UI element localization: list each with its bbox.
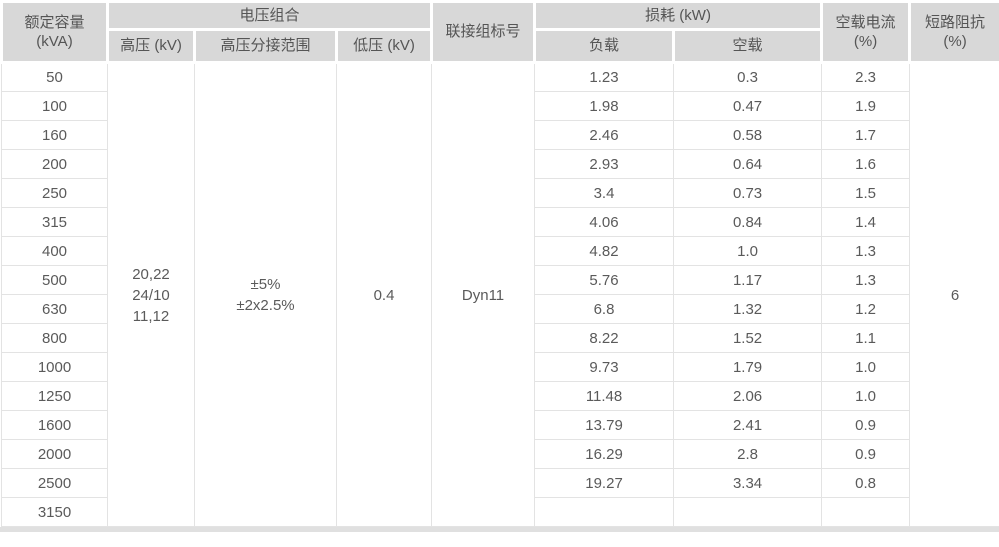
header-loss: 损耗 (kW): [533, 0, 824, 31]
table-body: 50 20,22 24/10 11,12 ±5% ±2x2.5% 0.4 Dyn11 1.…: [1, 62, 999, 527]
table-row: 500 5.76 1.17 1.3: [1, 265, 999, 295]
cell-no-load-current: 0.9: [821, 439, 911, 469]
cell-no-load-loss: 0.58: [673, 120, 823, 150]
cell-no-load-loss: 2.06: [673, 381, 823, 411]
header-low-voltage: 低压 (kV): [334, 28, 434, 64]
table-bottom-divider: [0, 527, 999, 532]
cell-no-load-loss: 0.47: [673, 91, 823, 121]
header-connection-group: 联接组标号: [430, 0, 537, 64]
table-row: 250 3.4 0.73 1.5: [1, 178, 999, 208]
cell-no-load-loss: 0.73: [673, 178, 823, 208]
header-high-voltage: 高压 (kV): [106, 28, 196, 64]
table-row: 630 6.8 1.32 1.2: [1, 294, 999, 324]
cell-no-load-loss: 1.79: [673, 352, 823, 382]
header-load-loss: 负载: [533, 28, 676, 64]
cell-load-loss: 9.73: [534, 352, 675, 382]
cell-rated-capacity: 250: [1, 178, 108, 208]
cell-no-load-current: [821, 497, 911, 527]
header-tap-range: 高压分接范围: [193, 28, 338, 64]
cell-no-load-current: 1.3: [821, 236, 911, 266]
table-row: 200 2.93 0.64 1.6: [1, 149, 999, 179]
cell-merged-tap-range: ±5% ±2x2.5%: [194, 62, 337, 527]
cell-no-load-current: 0.9: [821, 410, 911, 440]
cell-load-loss: 13.79: [534, 410, 675, 440]
cell-load-loss: 1.98: [534, 91, 675, 121]
table-row: 50 20,22 24/10 11,12 ±5% ±2x2.5% 0.4 Dyn11 1.…: [1, 62, 999, 527]
cell-rated-capacity: 315: [1, 207, 108, 237]
cell-rated-capacity: 1250: [1, 381, 108, 411]
cell-no-load-current: 1.4: [821, 207, 911, 237]
table-row: 2500 19.27 3.34 0.8: [1, 468, 999, 498]
cell-rated-capacity: 1000: [1, 352, 108, 382]
cell-load-loss: 2.46: [534, 120, 675, 150]
cell-no-load-loss: [673, 497, 823, 527]
cell-merged-low-voltage: 0.4: [335, 62, 433, 527]
cell-load-loss: 16.29: [534, 439, 675, 469]
cell-no-load-loss: 0.64: [673, 149, 823, 179]
cell-no-load-current: 1.2: [821, 294, 911, 324]
cell-merged-connection-group: Dyn11: [431, 62, 536, 527]
cell-no-load-current: 1.0: [821, 381, 911, 411]
cell-no-load-loss: 1.17: [673, 265, 823, 295]
cell-rated-capacity: 3150: [1, 497, 108, 527]
table-row: 400 4.82 1.0 1.3: [1, 236, 999, 266]
cell-load-loss: 4.82: [534, 236, 675, 266]
table-row: 3150: [1, 497, 999, 527]
table-row: 315 4.06 0.84 1.4: [1, 207, 999, 237]
cell-merged-short-circuit-impedance: 6: [909, 62, 999, 527]
cell-merged-high-voltage: 20,22 24/10 11,12: [107, 62, 195, 527]
cell-no-load-current: 1.9: [821, 91, 911, 121]
cell-no-load-loss: 1.52: [673, 323, 823, 353]
cell-no-load-loss: 2.41: [673, 410, 823, 440]
cell-rated-capacity: 630: [1, 294, 108, 324]
cell-load-loss: 19.27: [534, 468, 675, 498]
cell-rated-capacity: 200: [1, 149, 108, 179]
cell-no-load-current: 0.8: [821, 468, 911, 498]
table-row: 1250 11.48 2.06 1.0: [1, 381, 999, 411]
cell-rated-capacity: 2500: [1, 468, 108, 498]
cell-load-loss: 11.48: [534, 381, 675, 411]
header-rated-capacity: 额定容量 (kVA): [0, 0, 109, 64]
cell-load-loss: 8.22: [534, 323, 675, 353]
header-voltage-combination: 电压组合: [105, 0, 434, 31]
cell-load-loss: 1.23: [534, 62, 675, 92]
cell-rated-capacity: 800: [1, 323, 108, 353]
cell-load-loss: 4.06: [534, 207, 675, 237]
cell-load-loss: 5.76: [534, 265, 675, 295]
header-no-load-loss: 空载: [672, 28, 824, 64]
cell-no-load-loss: 1.32: [673, 294, 823, 324]
table-row: 100 1.98 0.47 1.9: [1, 91, 999, 121]
cell-no-load-current: 1.3: [821, 265, 911, 295]
table-row: 2000 16.29 2.8 0.9: [1, 439, 999, 469]
cell-load-loss: 6.8: [534, 294, 675, 324]
cell-rated-capacity: 1600: [1, 410, 108, 440]
cell-no-load-loss: 0.84: [673, 207, 823, 237]
cell-rated-capacity: 50: [1, 62, 108, 92]
table-row: 1600 13.79 2.41 0.9: [1, 410, 999, 440]
cell-load-loss: 2.93: [534, 149, 675, 179]
transformer-spec-table: 额定容量 (kVA) 电压组合 联接组标号 损耗 (kW) 空载电流 (%) 短…: [0, 0, 999, 527]
cell-rated-capacity: 500: [1, 265, 108, 295]
cell-no-load-loss: 2.8: [673, 439, 823, 469]
cell-rated-capacity: 400: [1, 236, 108, 266]
cell-no-load-current: 1.1: [821, 323, 911, 353]
cell-no-load-loss: 1.0: [673, 236, 823, 266]
cell-rated-capacity: 160: [1, 120, 108, 150]
header-no-load-current: 空载电流 (%): [820, 0, 912, 64]
cell-no-load-current: 2.3: [821, 62, 911, 92]
table-row: 160 2.46 0.58 1.7: [1, 120, 999, 150]
cell-no-load-current: 1.7: [821, 120, 911, 150]
cell-no-load-loss: 3.34: [673, 468, 823, 498]
cell-load-loss: 3.4: [534, 178, 675, 208]
cell-no-load-loss: 0.3: [673, 62, 823, 92]
cell-no-load-current: 1.6: [821, 149, 911, 179]
header-short-circuit-impedance: 短路阻抗 (%): [908, 0, 999, 64]
cell-no-load-current: 1.0: [821, 352, 911, 382]
cell-load-loss: [534, 497, 675, 527]
cell-rated-capacity: 100: [1, 91, 108, 121]
table-header: 额定容量 (kVA) 电压组合 联接组标号 损耗 (kW) 空载电流 (%) 短…: [0, 0, 999, 64]
cell-no-load-current: 1.5: [821, 178, 911, 208]
cell-rated-capacity: 2000: [1, 439, 108, 469]
